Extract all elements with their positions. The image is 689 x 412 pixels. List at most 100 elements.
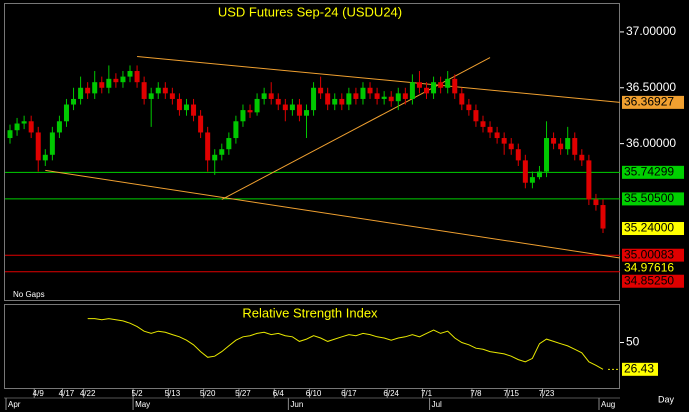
candle-body — [141, 82, 147, 99]
candle-body — [515, 149, 521, 161]
candle-body — [148, 93, 154, 99]
candle-body — [395, 93, 401, 102]
trendline — [45, 169, 621, 259]
candle-body — [508, 143, 514, 150]
candle-body — [445, 78, 451, 88]
candle-body — [544, 138, 550, 172]
x-tick-label: 6/24 — [383, 389, 399, 398]
candle-body — [183, 104, 189, 111]
candle-body — [254, 98, 260, 113]
x-tick-label: 5/27 — [235, 389, 251, 398]
candle-body — [431, 82, 437, 94]
candle-body — [7, 130, 13, 139]
candle-body — [282, 104, 288, 111]
candle-body — [593, 199, 599, 206]
candle-body — [92, 82, 98, 94]
candle-body — [268, 93, 274, 99]
candle-body — [325, 93, 331, 105]
x-tick-label: 5/20 — [200, 389, 216, 398]
candle-body — [409, 82, 415, 99]
candle-body — [155, 87, 161, 94]
candle-body — [106, 78, 112, 88]
candle-body — [311, 87, 317, 111]
candle-body — [176, 98, 182, 111]
candle-body — [522, 160, 528, 183]
candle-body — [134, 71, 140, 83]
x-tick-label: 7/8 — [470, 389, 482, 398]
month-label: Jun — [290, 400, 303, 409]
candle-body — [424, 87, 430, 94]
candle-body — [289, 104, 295, 111]
level-label-box — [622, 248, 684, 262]
rsi-last-box — [622, 362, 658, 376]
candle-body — [388, 96, 394, 102]
x-axis-label: Day — [658, 394, 675, 404]
candle-body — [198, 115, 204, 133]
x-tick-label: 6/4 — [273, 389, 285, 398]
level-label: 34.97616 — [624, 260, 674, 274]
candle-body — [374, 93, 380, 99]
candle-body — [529, 177, 535, 183]
y-tick-label: 36.50000 — [626, 80, 676, 94]
candle-body — [466, 104, 472, 111]
level-label: 35.50500 — [624, 191, 674, 205]
candle-body — [536, 171, 542, 178]
candle-body — [572, 138, 578, 155]
candle-body — [99, 82, 105, 88]
candle-body — [402, 93, 408, 99]
level-label-box — [622, 192, 684, 206]
x-tick-label: 4/17 — [59, 389, 75, 398]
trendline — [137, 56, 620, 103]
candle-body — [240, 110, 246, 122]
candle-body — [219, 149, 225, 155]
candle-body — [381, 96, 387, 99]
candle-body — [318, 87, 324, 94]
candle-body — [233, 121, 239, 139]
y-tick-label: 37.00000 — [626, 24, 676, 38]
level-label: 36.36927 — [624, 95, 674, 109]
candle-body — [21, 121, 27, 124]
month-label: Jul — [432, 400, 442, 409]
candle-body — [304, 110, 309, 116]
level-label-box — [622, 274, 684, 288]
chart-title: USD Futures Sep-24 (USDU24) — [218, 4, 402, 19]
candle-body — [360, 87, 366, 99]
candle-body — [438, 82, 444, 88]
month-label: May — [135, 400, 150, 409]
candle-body — [28, 121, 34, 133]
candle-body — [14, 123, 20, 131]
level-label-box — [622, 165, 684, 179]
candle-body — [78, 87, 84, 99]
candle-body — [226, 138, 232, 150]
candle-body — [501, 138, 507, 144]
candle-body — [551, 138, 557, 144]
candle-body — [579, 154, 585, 161]
x-tick-label: 4/9 — [33, 389, 45, 398]
candle-body — [247, 110, 253, 113]
candle-body — [261, 93, 267, 99]
candle-body — [367, 87, 373, 94]
candle-body — [586, 160, 592, 200]
candle-body — [600, 205, 606, 229]
candle-body — [275, 98, 281, 105]
x-tick-label: 6/17 — [341, 389, 357, 398]
candle-body — [558, 143, 564, 150]
rsi-title: Relative Strength Index — [242, 305, 378, 320]
rsi-tick-label: 50 — [626, 335, 640, 349]
candle-body — [56, 121, 62, 133]
candle-body — [71, 98, 77, 105]
x-tick-label: 7/1 — [421, 389, 433, 398]
candle-body — [63, 104, 69, 122]
level-label: 35.74299 — [624, 165, 674, 179]
candle-body — [120, 76, 126, 83]
candle-body — [339, 98, 345, 105]
x-tick-label: 7/15 — [503, 389, 519, 398]
candle-body — [191, 104, 197, 116]
candle-body — [459, 93, 465, 105]
x-tick-label: 5/2 — [132, 389, 144, 398]
x-tick-label: 6/10 — [306, 389, 322, 398]
level-label: 34.85250 — [624, 273, 674, 287]
candle-body — [35, 132, 41, 161]
candle-body — [494, 132, 500, 139]
candle-body — [487, 126, 493, 133]
